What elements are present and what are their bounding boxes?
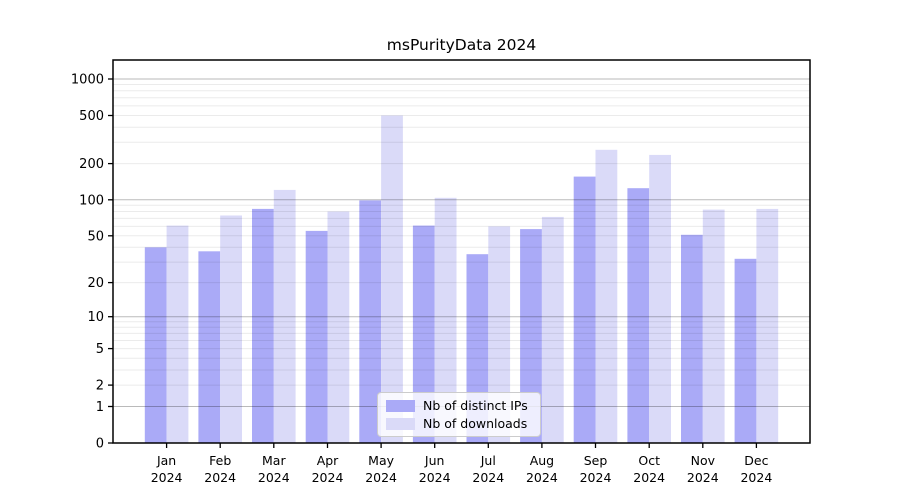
x-tick-label-year: 2024: [472, 470, 504, 485]
x-tick-label-year: 2024: [312, 470, 344, 485]
series-downloads: [166, 115, 779, 444]
x-tick-label-year: 2024: [365, 470, 397, 485]
x-tick-label-month: Dec: [744, 453, 768, 468]
x-tick-label-month: Jul: [480, 453, 496, 468]
bar: [305, 230, 328, 443]
y-tick-label: 0: [96, 437, 104, 452]
y-axis: 0 1 2 5 10 20 50 100 200 500 1000: [71, 73, 113, 452]
x-tick-label-year: 2024: [419, 470, 451, 485]
x-tick-label-year: 2024: [204, 470, 236, 485]
y-tick-label: 100: [79, 193, 104, 208]
legend-label-downloads: Nb of downloads: [423, 416, 528, 431]
y-tick-label: 50: [87, 229, 104, 244]
bar: [649, 154, 671, 443]
x-tick-label-month: Jun: [424, 453, 445, 468]
y-tick-label: 10: [87, 310, 104, 325]
chart-title: msPurityData 2024: [386, 36, 537, 54]
bar: [681, 234, 703, 443]
bar: [166, 225, 189, 443]
legend-item-distinct-ips: Nb of distinct IPs: [386, 398, 528, 413]
bar: [381, 115, 403, 443]
legend-label-distinct-ips: Nb of distinct IPs: [423, 398, 528, 413]
bar: [144, 247, 167, 443]
axes-frame: [112, 59, 811, 444]
bar: [734, 258, 757, 443]
bar: [220, 215, 242, 443]
bar: [595, 149, 618, 444]
bar: [541, 216, 564, 443]
bar: [273, 189, 296, 443]
bar: [756, 208, 779, 443]
gridlines-layer: [113, 78, 810, 407]
x-tick-label-month: Jan: [156, 453, 176, 468]
x-tick-label-month: Feb: [209, 453, 231, 468]
bar: [488, 226, 511, 443]
x-tick-label-year: 2024: [258, 470, 290, 485]
bar: [627, 188, 650, 443]
bar: [359, 200, 382, 443]
bar: [573, 176, 596, 443]
bar: [327, 211, 350, 443]
y-tick-label: 1: [96, 400, 104, 415]
x-tick-label-month: Sep: [584, 453, 608, 468]
x-tick-label-month: Apr: [317, 453, 339, 468]
x-tick-label-month: Nov: [691, 453, 716, 468]
y-tick-label: 20: [87, 276, 104, 291]
legend: Nb of distinct IPs Nb of downloads: [377, 392, 541, 437]
x-axis: Jan 2024 Feb 2024 Mar 2024 Apr 2024 May 2024 Jun 20…: [151, 443, 772, 485]
x-tick-label-month: May: [368, 453, 394, 468]
y-tick-label: 5: [96, 342, 104, 357]
x-tick-label-year: 2024: [633, 470, 665, 485]
x-tick-label-year: 2024: [740, 470, 772, 485]
x-tick-label-month: Mar: [262, 453, 286, 468]
x-tick-label-year: 2024: [687, 470, 719, 485]
x-tick-label-month: Oct: [638, 453, 660, 468]
legend-swatch-distinct-ips-icon: [386, 399, 415, 412]
y-tick-label: 2: [96, 379, 104, 394]
bar: [252, 208, 274, 443]
bar: [412, 225, 435, 443]
x-tick-label-year: 2024: [526, 470, 558, 485]
x-tick-label-month: Aug: [530, 453, 554, 468]
bar: [198, 251, 221, 443]
x-tick-label-year: 2024: [151, 470, 183, 485]
y-tick-label: 200: [79, 157, 104, 172]
bar: [702, 209, 725, 443]
y-tick-label: 500: [79, 109, 104, 124]
bar: [434, 197, 457, 443]
bar: [520, 229, 542, 443]
x-tick-label-year: 2024: [580, 470, 612, 485]
legend-swatch-downloads-icon: [386, 417, 415, 430]
legend-item-downloads: Nb of downloads: [386, 416, 528, 431]
y-tick-label: 1000: [71, 73, 104, 88]
